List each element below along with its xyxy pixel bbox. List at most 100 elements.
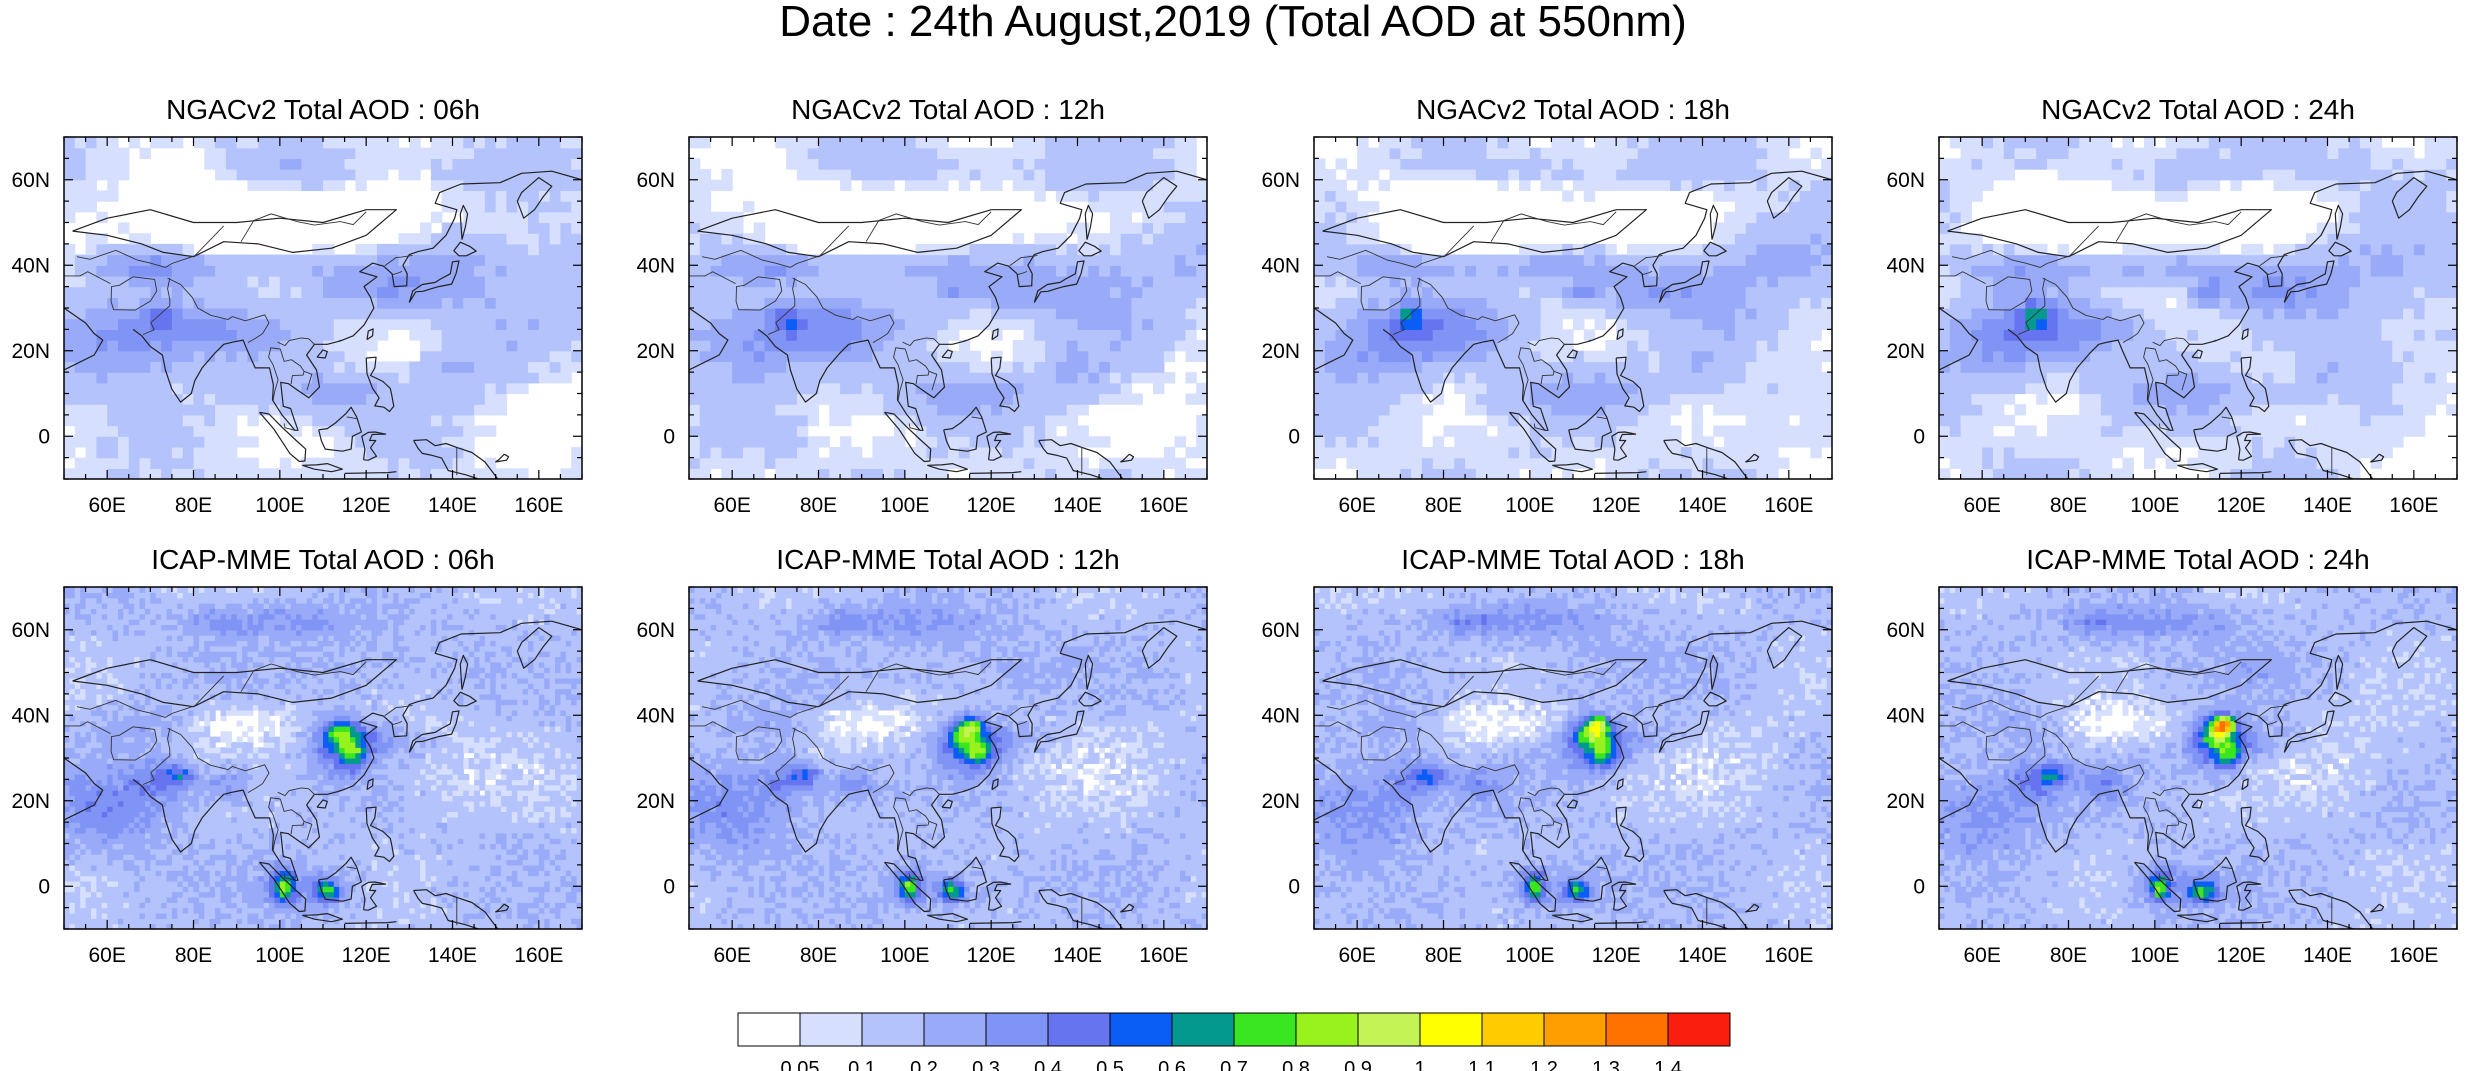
- lat-tick-label: 40N: [11, 704, 50, 727]
- lon-tick-label: 80E: [175, 944, 212, 967]
- colorbar-swatch: [1357, 1012, 1421, 1047]
- lat-tick-label: 20N: [11, 790, 50, 813]
- lat-tick-label: 40N: [636, 254, 675, 277]
- lat-tick-label: 0: [38, 425, 50, 448]
- colorbar-swatch: [1047, 1012, 1111, 1047]
- lat-tick-label: 20N: [11, 340, 50, 363]
- lon-tick-label: 120E: [2217, 944, 2266, 967]
- panel-title: ICAP-MME Total AOD : 18h: [1401, 544, 1744, 575]
- colorbar-label: 0.2: [910, 1058, 938, 1071]
- panel-title: NGACv2 Total AOD : 06h: [166, 94, 480, 125]
- lat-tick-label: 40N: [1261, 704, 1300, 727]
- lat-tick-label: 60N: [1886, 169, 1925, 192]
- map-panel: ICAP-MME Total AOD : 06h 60E 80E 100E 120E 14…: [11, 544, 583, 967]
- lon-tick-label: 120E: [1592, 494, 1641, 517]
- colorbar-swatch: [1667, 1012, 1731, 1047]
- colorbar-swatch: [1233, 1012, 1297, 1047]
- colorbar-label: 1.4: [1654, 1058, 1682, 1071]
- lon-tick-label: 80E: [800, 494, 837, 517]
- panel-title: ICAP-MME Total AOD : 12h: [776, 544, 1119, 575]
- colorbar-swatch: [1109, 1012, 1173, 1047]
- colorbar-label: 0.8: [1282, 1058, 1310, 1071]
- country-borders: [689, 211, 1083, 476]
- colorbar-label: 0.3: [972, 1058, 1000, 1071]
- lon-tick-label: 160E: [514, 494, 563, 517]
- lat-tick-label: 0: [1288, 425, 1300, 448]
- lon-tick-label: 60E: [713, 494, 750, 517]
- lat-tick-label: 0: [663, 425, 675, 448]
- lat-tick-label: 40N: [636, 704, 675, 727]
- map-panel: NGACv2 Total AOD : 06h 60E 80E 100E 120E 140E…: [11, 94, 583, 517]
- lat-tick-label: 20N: [1261, 790, 1300, 813]
- lat-tick-label: 0: [663, 875, 675, 898]
- panel-title: NGACv2 Total AOD : 24h: [2041, 94, 2355, 125]
- lon-tick-label: 120E: [342, 944, 391, 967]
- lon-tick-label: 140E: [2303, 944, 2352, 967]
- colorbar-swatch: [1543, 1012, 1607, 1047]
- colorbar-swatch: [737, 1012, 801, 1047]
- colorbar-swatch: [985, 1012, 1049, 1047]
- map-panel: NGACv2 Total AOD : 12h 60E 80E 100E 120E 140E…: [636, 94, 1208, 517]
- map-panel: ICAP-MME Total AOD : 12h 60E 80E 100E 120E 14…: [636, 544, 1208, 967]
- panels-layer: NGACv2 Total AOD : 06h 60E 80E 100E 120E 140E…: [11, 94, 2458, 967]
- colorbar-label: 0.7: [1220, 1058, 1248, 1071]
- country-borders: [1939, 211, 2333, 476]
- colorbar-label: 1.3: [1592, 1058, 1620, 1071]
- lat-tick-label: 20N: [1886, 790, 1925, 813]
- coastlines: [64, 620, 582, 929]
- colorbar-swatch: [1481, 1012, 1545, 1047]
- axis-ticks: [1938, 586, 2458, 930]
- colorbar-label: 0.6: [1158, 1058, 1186, 1071]
- panel-title: ICAP-MME Total AOD : 24h: [2026, 544, 2369, 575]
- lat-tick-label: 20N: [1261, 340, 1300, 363]
- lon-tick-label: 80E: [2050, 494, 2087, 517]
- map-panel: ICAP-MME Total AOD : 24h 60E 80E 100E 120E 14…: [1886, 544, 2458, 967]
- axis-ticks: [688, 136, 1208, 480]
- lat-tick-label: 20N: [636, 790, 675, 813]
- colorbar-swatch: [1295, 1012, 1359, 1047]
- lat-tick-label: 60N: [11, 619, 50, 642]
- axis-ticks: [1938, 136, 2458, 480]
- lon-tick-label: 60E: [1338, 944, 1375, 967]
- map-panel: ICAP-MME Total AOD : 18h 60E 80E 100E 120E 14…: [1261, 544, 1833, 967]
- aod-field: [1314, 137, 1832, 479]
- lon-tick-label: 140E: [428, 944, 477, 967]
- lon-tick-label: 120E: [967, 494, 1016, 517]
- country-borders: [1314, 211, 1708, 476]
- colorbar-swatch: [923, 1012, 987, 1047]
- coastlines: [1314, 620, 1832, 929]
- axis-ticks: [63, 586, 583, 930]
- axis-ticks: [688, 586, 1208, 930]
- lon-tick-label: 140E: [1053, 494, 1102, 517]
- lat-tick-label: 60N: [636, 169, 675, 192]
- lon-tick-label: 140E: [428, 494, 477, 517]
- aod-field: [689, 137, 1207, 479]
- panel-title: NGACv2 Total AOD : 18h: [1416, 94, 1730, 125]
- lon-tick-label: 120E: [967, 944, 1016, 967]
- panel-title: NGACv2 Total AOD : 12h: [791, 94, 1105, 125]
- country-borders: [689, 661, 1083, 926]
- lon-tick-label: 60E: [1963, 944, 2000, 967]
- lat-tick-label: 60N: [636, 619, 675, 642]
- lon-tick-label: 100E: [255, 494, 304, 517]
- lon-tick-label: 100E: [880, 494, 929, 517]
- aod-field: [1939, 137, 2457, 479]
- lon-tick-label: 140E: [1678, 944, 1727, 967]
- colorbar-label: 0.1: [848, 1058, 876, 1071]
- lat-tick-label: 0: [1288, 875, 1300, 898]
- country-borders: [1314, 661, 1708, 926]
- lon-tick-label: 80E: [800, 944, 837, 967]
- lon-tick-label: 160E: [1139, 944, 1188, 967]
- colorbar-swatch: [799, 1012, 863, 1047]
- lat-tick-label: 0: [1913, 425, 1925, 448]
- colorbar-swatch: [1419, 1012, 1483, 1047]
- lon-tick-label: 100E: [2130, 494, 2179, 517]
- lon-tick-label: 160E: [1764, 944, 1813, 967]
- colorbar-label: 1.2: [1530, 1058, 1558, 1071]
- colorbar-label: 0.5: [1096, 1058, 1124, 1071]
- lon-tick-label: 100E: [2130, 944, 2179, 967]
- lon-tick-label: 60E: [88, 944, 125, 967]
- colorbar-swatch: [1605, 1012, 1669, 1047]
- lon-tick-label: 60E: [1963, 494, 2000, 517]
- lat-tick-label: 60N: [1261, 169, 1300, 192]
